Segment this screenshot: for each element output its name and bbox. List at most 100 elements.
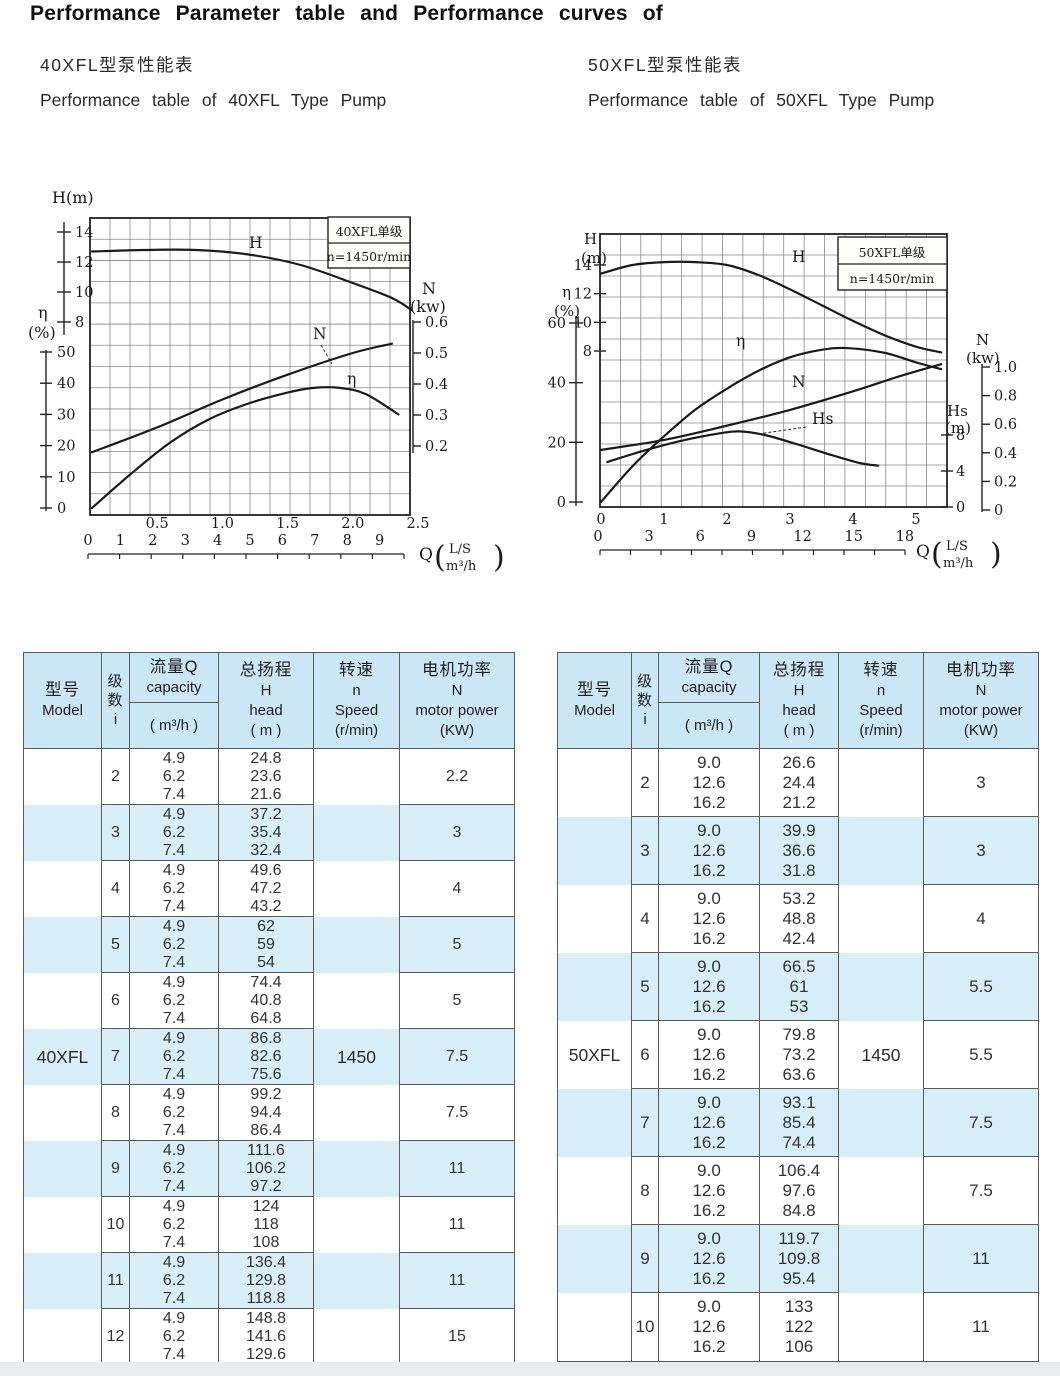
- svg-text:η: η: [347, 370, 356, 388]
- svg-text:0.6: 0.6: [994, 417, 1017, 433]
- capacity-cell: 4.9 6.2 7.4: [129, 1197, 218, 1253]
- svg-text:m³/h: m³/h: [943, 556, 974, 571]
- svg-text:Hs: Hs: [812, 410, 834, 428]
- power-cell: 11: [923, 1293, 1038, 1361]
- svg-text:8: 8: [956, 428, 965, 444]
- axis-eta: 50 40 30 20 10 0 η(%): [28, 303, 75, 517]
- curves: H Nη: [90, 234, 413, 510]
- svg-text:4: 4: [956, 464, 965, 480]
- svg-text:η: η: [38, 303, 48, 322]
- svg-text:40: 40: [548, 376, 566, 392]
- svg-text:H(m): H(m): [52, 188, 94, 207]
- svg-text:3: 3: [645, 529, 654, 545]
- svg-text:20: 20: [57, 439, 75, 455]
- capacity-cell: 9.0 12.6 16.2: [658, 1089, 759, 1157]
- svg-text:H: H: [249, 234, 263, 252]
- svg-text:6: 6: [278, 533, 287, 549]
- curve-H: [90, 248, 413, 312]
- svg-text:N: N: [313, 325, 327, 343]
- svg-text:n=1450r/min: n=1450r/min: [327, 249, 411, 264]
- stage-cell: 6: [631, 1021, 658, 1089]
- svg-text:0.3: 0.3: [425, 408, 448, 424]
- stage-cell: 9: [631, 1225, 658, 1293]
- svg-text:20: 20: [548, 435, 566, 451]
- svg-text:8: 8: [583, 344, 592, 360]
- head-cell: 133 122 106: [759, 1293, 838, 1361]
- svg-text:1.0: 1.0: [211, 516, 234, 532]
- head-cell: 119.7 109.8 95.4: [759, 1225, 838, 1293]
- svg-text:40XFL单级: 40XFL单级: [336, 224, 403, 239]
- head-cell: 62 59 54: [218, 917, 313, 973]
- svg-text:0: 0: [596, 512, 605, 528]
- subtitle-40xfl-zh: 40XFL型泵性能表: [40, 55, 195, 75]
- svg-text:30: 30: [57, 407, 75, 423]
- capacity-cell: 4.9 6.2 7.4: [129, 1309, 218, 1365]
- speed-header: 转速 n Speed (r/min): [838, 653, 923, 748]
- page-bottom-strip: [0, 1362, 1060, 1376]
- svg-text:5: 5: [245, 533, 254, 549]
- power-cell: 5.5: [923, 953, 1038, 1021]
- stage-cell: 3: [631, 817, 658, 885]
- svg-text:H: H: [584, 230, 597, 248]
- svg-text:0.8: 0.8: [994, 389, 1017, 405]
- head-cell: 99.2 94.4 86.4: [218, 1085, 313, 1141]
- axis-N: 1.0 0.8 0.6 0.4 0.2 0 N(kw): [966, 331, 1017, 519]
- capacity-cell: 4.9 6.2 7.4: [129, 1253, 218, 1309]
- power-cell: 7.5: [923, 1157, 1038, 1225]
- curve-N: [90, 342, 394, 454]
- head-cell: 24.8 23.6 21.6: [218, 749, 313, 805]
- svg-text:L/S: L/S: [449, 542, 471, 557]
- model-header: 型号 Model: [42, 681, 83, 719]
- svg-text:(%): (%): [554, 302, 580, 320]
- svg-text:0.6: 0.6: [425, 315, 448, 331]
- stage-cell: 11: [101, 1253, 129, 1309]
- svg-text:3: 3: [785, 512, 794, 528]
- capacity-cell: 4.9 6.2 7.4: [129, 973, 218, 1029]
- capacity-header: 流量Q capacity( m³/h ): [129, 653, 218, 748]
- head-cell: 106.4 97.6 84.8: [759, 1157, 838, 1225]
- capacity-cell: 4.9 6.2 7.4: [129, 1085, 218, 1141]
- capacity-cell: 9.0 12.6 16.2: [658, 817, 759, 885]
- chart-canvas: 50XFL单级n=1450r/min1412108H(m)6040200η(%)…: [548, 230, 1018, 572]
- stage-cell: 10: [101, 1197, 129, 1253]
- svg-text:(: (: [434, 540, 446, 575]
- table-body: 50XFL 1450 2 9.0 12.6 16.2 26.6 24.4 21.2 3 3 9.0 12…: [558, 749, 1038, 1361]
- power-cell: 2.2: [399, 749, 514, 805]
- svg-text:0.5: 0.5: [425, 346, 448, 362]
- stage-cell: 2: [101, 749, 129, 805]
- subtitle-50xfl-zh: 50XFL型泵性能表: [588, 55, 743, 75]
- capacity-header: 流量Q capacity( m³/h ): [658, 653, 759, 748]
- svg-text:0: 0: [994, 503, 1003, 519]
- capacity-cell: 9.0 12.6 16.2: [658, 1021, 759, 1089]
- head-cell: 86.8 82.6 75.6: [218, 1029, 313, 1085]
- svg-text:N: N: [976, 331, 989, 349]
- model-cell: 40XFL: [24, 749, 101, 1365]
- svg-text:0: 0: [593, 529, 602, 545]
- svg-text:1.0: 1.0: [994, 360, 1017, 376]
- svg-text:N: N: [792, 373, 806, 391]
- svg-text:0: 0: [57, 501, 66, 517]
- stage-cell: 4: [101, 861, 129, 917]
- svg-text:10: 10: [75, 285, 93, 301]
- svg-text:0: 0: [557, 495, 566, 511]
- svg-text:8: 8: [75, 315, 84, 331]
- svg-text:2: 2: [722, 512, 731, 528]
- power-cell: 3: [399, 805, 514, 861]
- svg-text:): ): [990, 537, 1002, 572]
- power-cell: 4: [923, 885, 1038, 953]
- power-cell: 3: [923, 749, 1038, 817]
- svg-text:Hs: Hs: [947, 402, 968, 420]
- svg-text:18: 18: [896, 529, 914, 545]
- capacity-cell: 4.9 6.2 7.4: [129, 917, 218, 973]
- curve-N: [599, 363, 943, 452]
- svg-text:50: 50: [57, 345, 75, 361]
- stage-cell: 2: [631, 749, 658, 817]
- power-cell: 7.5: [923, 1089, 1038, 1157]
- q-axis-label: Q(L/S m³/h): [419, 540, 505, 575]
- svg-text:40: 40: [57, 376, 75, 392]
